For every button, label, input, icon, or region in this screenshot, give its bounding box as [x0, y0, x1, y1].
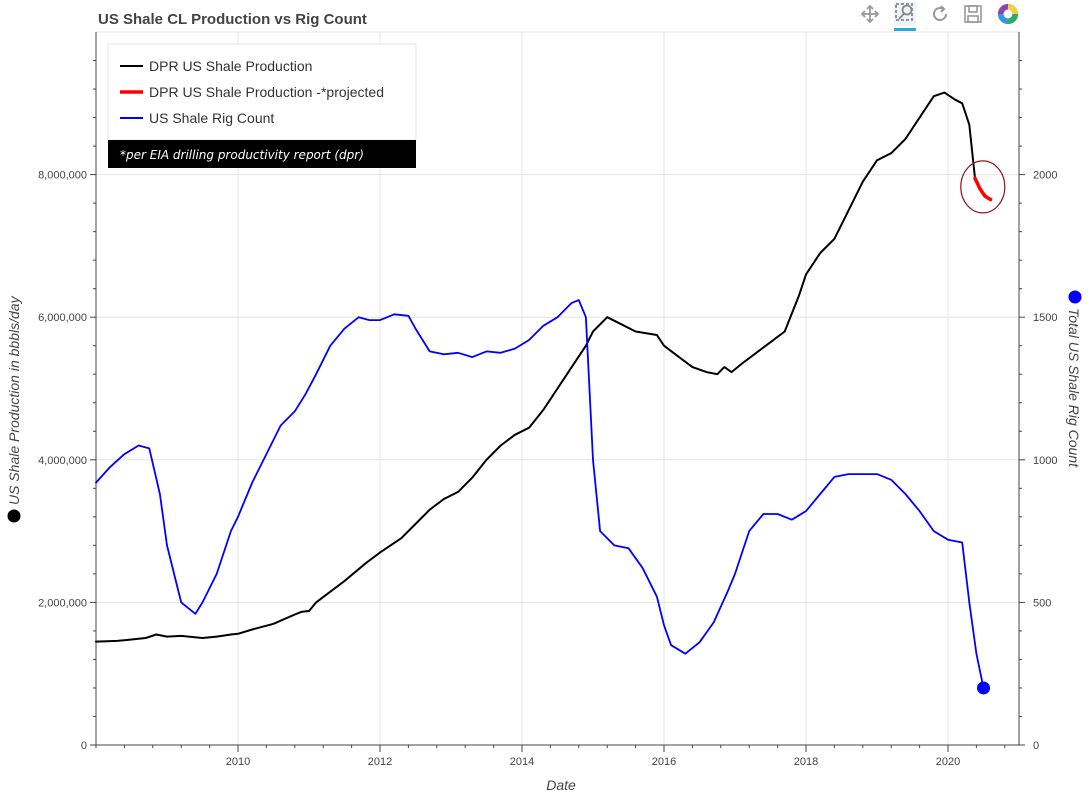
- axes: 2010 2012 2014 2016 2018 2020 0 2,000,000 4,000,…: [38, 31, 1057, 768]
- save-tool-button[interactable]: [964, 5, 982, 23]
- y-tick-label: 6,000,000: [38, 312, 87, 324]
- reset-tool-button[interactable]: [933, 5, 947, 21]
- y2-tick-label: 0: [1033, 740, 1039, 752]
- legend-entry-production: DPR US Shale Production: [149, 58, 312, 74]
- x-tick-label: 2010: [226, 756, 250, 768]
- active-tool-indicator: [894, 28, 916, 31]
- chart-title: US Shale CL Production vs Rig Count: [98, 11, 367, 28]
- y-axis-label-marker: [7, 509, 21, 523]
- save-icon: [964, 5, 982, 23]
- bokeh-logo-icon: [998, 4, 1018, 24]
- y2-axis-label-group: Total US Shale Rig Count: [1066, 290, 1082, 468]
- series-line-production: [95, 91, 976, 643]
- legend-entry-projected: DPR US Shale Production -*projected: [149, 84, 384, 100]
- y2-tick-label: 1500: [1033, 312, 1057, 324]
- reset-icon: [933, 5, 947, 21]
- legend-entry-rigs: US Shale Rig Count: [149, 110, 274, 126]
- x-tick-label: 2018: [794, 756, 818, 768]
- x-tick-label: 2014: [510, 756, 534, 768]
- y-tick-label: 2,000,000: [38, 597, 87, 609]
- legend-box: [107, 43, 417, 141]
- toolbar: [860, 2, 1018, 31]
- y-axis-label-group: US Shale Production in bbbls/day: [6, 295, 22, 523]
- legend-note: *per EIA drilling productivity report (d…: [120, 148, 364, 162]
- legend[interactable]: DPR US Shale Production DPR US Shale Pro…: [107, 43, 417, 168]
- zoom-icon: [895, 3, 913, 21]
- y2-axis-label: Total US Shale Rig Count: [1066, 308, 1082, 468]
- legend-note-box: [108, 140, 416, 168]
- pan-icon: [860, 4, 880, 24]
- y-tick-label: 0: [81, 740, 87, 752]
- y-axis-label: US Shale Production in bbbls/day: [6, 295, 22, 505]
- projection-highlight-circle: [960, 160, 1006, 214]
- y2-tick-label: 500: [1033, 597, 1051, 609]
- y-tick-label: 4,000,000: [38, 455, 87, 467]
- y2-tick-label: 2000: [1033, 170, 1057, 182]
- x-tick-label: 2020: [936, 756, 960, 768]
- series: [95, 91, 1006, 695]
- y2-tick-label: 1000: [1033, 455, 1057, 467]
- x-tick-label: 2012: [368, 756, 392, 768]
- zoom-tool-button[interactable]: [894, 2, 916, 31]
- x-tick-label: 2016: [652, 756, 676, 768]
- y-tick-label: 8,000,000: [38, 170, 87, 182]
- y2-axis-label-marker: [1068, 290, 1082, 304]
- x-axis-label: Date: [546, 777, 576, 793]
- series-line-projected: [973, 176, 993, 202]
- rig-count-endpoint-marker: [977, 681, 990, 695]
- series-line-rigs: [95, 299, 985, 689]
- pan-tool-button[interactable]: [860, 4, 880, 24]
